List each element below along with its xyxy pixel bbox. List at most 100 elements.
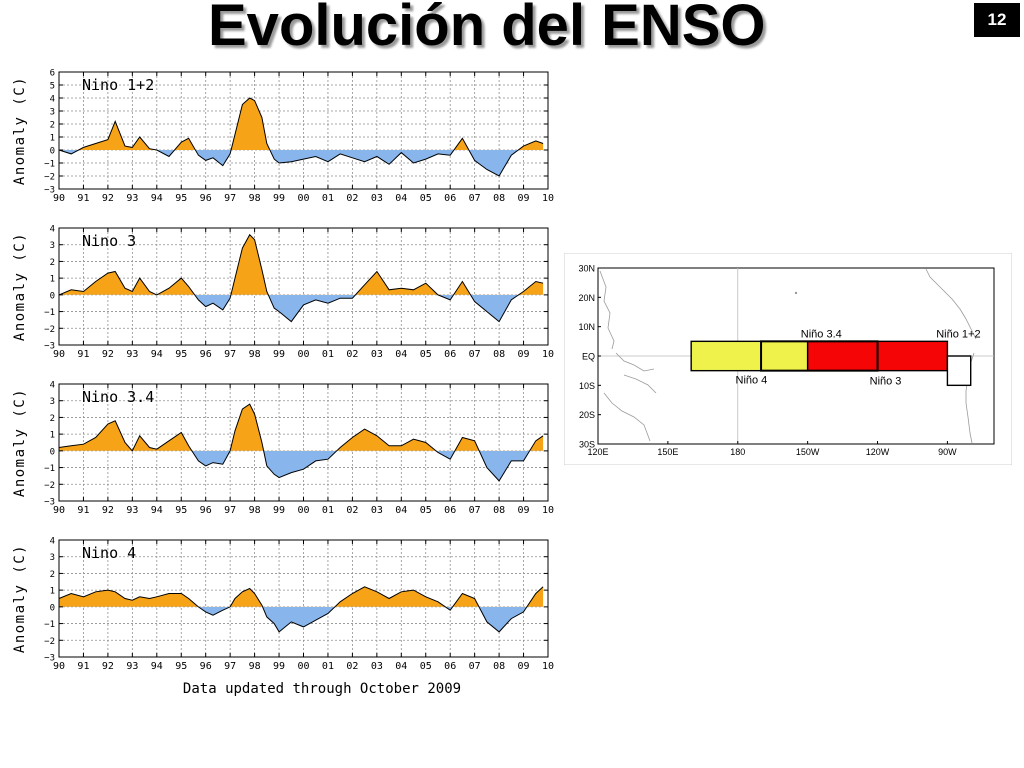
x-tick-label: 08 <box>493 349 505 360</box>
x-tick-label: 04 <box>395 193 407 204</box>
negative-anomaly-area <box>198 606 527 632</box>
x-tick-label: 91 <box>77 349 89 360</box>
x-tick-label: 96 <box>200 349 212 360</box>
x-tick-label: 07 <box>469 505 481 516</box>
x-tick-label: 09 <box>518 661 530 672</box>
y-tick-label: −2 <box>44 173 55 183</box>
y-tick-label: 0 <box>50 603 55 613</box>
x-tick-label: 94 <box>151 505 163 516</box>
y-tick-label: −1 <box>44 308 55 318</box>
x-tick-label: 03 <box>371 349 383 360</box>
x-tick-label: 08 <box>493 505 505 516</box>
anomaly-line <box>58 403 544 482</box>
x-tick-label: 93 <box>126 505 138 516</box>
x-tick-label: 93 <box>126 349 138 360</box>
y-tick-label: −1 <box>44 160 55 170</box>
x-tick-label: 97 <box>224 193 236 204</box>
x-tick-label: 01 <box>322 505 334 516</box>
x-tick-label: 00 <box>297 193 309 204</box>
lat-label: 30S <box>579 440 595 450</box>
y-tick-label: 5 <box>50 82 55 92</box>
y-tick-label: 3 <box>50 553 55 563</box>
y-axis-label: Anomaly (C) <box>12 544 28 653</box>
x-tick-label: 10 <box>542 349 554 360</box>
y-tick-label: 4 <box>50 95 55 105</box>
y-tick-label: −1 <box>44 464 55 474</box>
x-tick-label: 92 <box>102 661 114 672</box>
x-tick-label: 02 <box>346 349 358 360</box>
x-tick-label: 94 <box>151 349 163 360</box>
y-tick-label: 2 <box>50 414 55 424</box>
x-tick-label: 02 <box>346 505 358 516</box>
lat-label: 20N <box>578 293 595 303</box>
x-tick-label: 01 <box>322 661 334 672</box>
lon-label: 150E <box>657 447 678 457</box>
negative-anomaly-area <box>59 294 519 322</box>
lon-label: 120W <box>866 447 890 457</box>
data-update-note: Data updated through October 2009 <box>183 681 461 697</box>
x-tick-label: 03 <box>371 505 383 516</box>
x-tick-label: 90 <box>53 349 65 360</box>
y-tick-label: −1 <box>44 620 55 630</box>
x-tick-label: 99 <box>273 349 285 360</box>
y-tick-label: −3 <box>44 342 55 352</box>
x-tick-label: 04 <box>395 349 407 360</box>
x-tick-label: 91 <box>77 661 89 672</box>
x-tick-label: 10 <box>542 661 554 672</box>
x-tick-label: 10 <box>542 193 554 204</box>
x-tick-label: 07 <box>469 193 481 204</box>
x-tick-label: 97 <box>224 661 236 672</box>
y-tick-label: 4 <box>50 537 55 547</box>
x-tick-label: 02 <box>346 193 358 204</box>
region-label-nino-3-4: Niño 3.4 <box>801 328 842 340</box>
x-tick-label: 97 <box>224 505 236 516</box>
x-tick-label: 98 <box>249 193 261 204</box>
x-tick-label: 09 <box>518 193 530 204</box>
x-tick-label: 03 <box>371 661 383 672</box>
x-tick-label: 05 <box>420 349 432 360</box>
lat-label: 10S <box>579 381 595 391</box>
page-number-badge: 12 <box>974 3 1020 37</box>
y-tick-label: 0 <box>50 147 55 157</box>
x-tick-label: 06 <box>444 193 456 204</box>
y-tick-label: −2 <box>44 481 55 491</box>
region-nino-1-2 <box>946 355 972 387</box>
y-tick-label: 1 <box>50 587 55 597</box>
x-tick-label: 94 <box>151 661 163 672</box>
x-tick-label: 05 <box>420 505 432 516</box>
x-tick-label: 93 <box>126 193 138 204</box>
y-tick-label: 2 <box>50 121 55 131</box>
y-tick-label: −2 <box>44 637 55 647</box>
x-tick-label: 10 <box>542 505 554 516</box>
x-tick-label: 92 <box>102 193 114 204</box>
y-tick-label: 4 <box>50 225 55 235</box>
y-tick-label: 1 <box>50 275 55 285</box>
region-label-nino-1-2: Niño 1+2 <box>936 328 980 340</box>
panel-label: Nino 3.4 <box>82 388 154 406</box>
positive-anomaly-area <box>59 98 544 150</box>
x-tick-label: 02 <box>346 661 358 672</box>
panel-label: Nino 3 <box>82 232 136 250</box>
y-tick-label: 2 <box>50 570 55 580</box>
region-nino-3-4 <box>760 340 879 372</box>
y-axis-label: Anomaly (C) <box>12 388 28 497</box>
x-tick-label: 95 <box>175 661 187 672</box>
x-tick-label: 00 <box>297 349 309 360</box>
y-tick-label: 1 <box>50 134 55 144</box>
y-tick-label: 4 <box>50 381 55 391</box>
anomaly-line <box>58 586 544 633</box>
x-tick-label: 97 <box>224 349 236 360</box>
lat-label: 10N <box>578 322 595 332</box>
x-tick-label: 98 <box>249 661 261 672</box>
lat-label: 30N <box>578 264 595 274</box>
lon-label: 150W <box>796 447 820 457</box>
coastline-asia-australia <box>599 270 657 442</box>
x-tick-label: 06 <box>444 661 456 672</box>
lon-label: 120E <box>587 447 608 457</box>
y-tick-label: 6 <box>50 69 55 79</box>
x-tick-label: 99 <box>273 193 285 204</box>
x-tick-label: 06 <box>444 505 456 516</box>
